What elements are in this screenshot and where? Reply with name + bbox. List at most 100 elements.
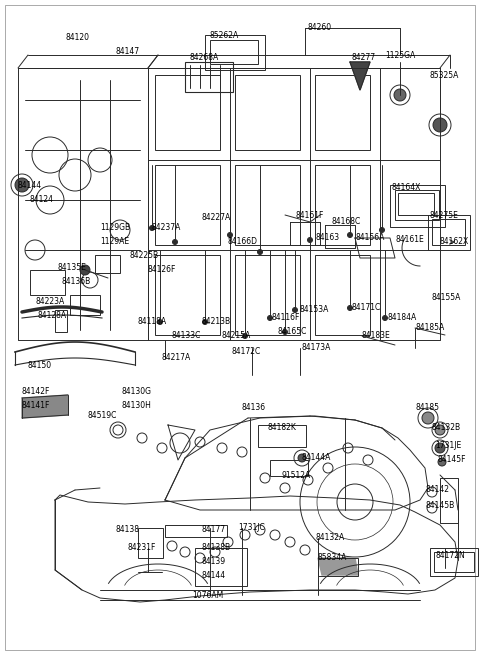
Text: 84225B: 84225B	[130, 250, 159, 259]
Bar	[95, 255, 120, 273]
Text: 84118A: 84118A	[138, 318, 167, 326]
Circle shape	[435, 425, 445, 435]
Text: 84268A: 84268A	[190, 54, 219, 62]
Bar	[155, 165, 220, 245]
Text: 84124: 84124	[30, 195, 54, 204]
Text: 84155A: 84155A	[432, 293, 461, 303]
Bar	[70, 295, 100, 315]
Text: 84145F: 84145F	[438, 455, 467, 464]
Text: 84166D: 84166D	[228, 238, 258, 246]
Circle shape	[203, 320, 207, 324]
Bar	[270, 460, 308, 476]
Text: 84231F: 84231F	[128, 544, 156, 553]
Circle shape	[292, 307, 298, 312]
Bar	[432, 219, 465, 245]
Circle shape	[172, 240, 178, 244]
Text: 84139: 84139	[202, 557, 226, 567]
Text: 84135E: 84135E	[58, 263, 87, 272]
Text: 84132B: 84132B	[432, 424, 461, 432]
Text: 84227A: 84227A	[202, 214, 231, 223]
Circle shape	[228, 233, 232, 238]
Bar	[390, 185, 445, 227]
Text: 84120: 84120	[65, 33, 89, 43]
Text: 84147: 84147	[115, 48, 139, 56]
Circle shape	[383, 316, 387, 320]
Text: 84136: 84136	[242, 403, 266, 413]
Bar	[315, 165, 370, 245]
Text: 84164X: 84164X	[392, 183, 421, 193]
Text: 84183E: 84183E	[362, 331, 391, 341]
Text: 1125GA: 1125GA	[385, 50, 415, 60]
Text: 84163: 84163	[315, 233, 339, 242]
Text: 84275E: 84275E	[430, 210, 459, 219]
Text: 84116F: 84116F	[272, 314, 300, 322]
Circle shape	[283, 329, 288, 335]
Text: 84172N: 84172N	[435, 550, 465, 559]
Text: 84138: 84138	[115, 525, 139, 534]
Text: 84213B: 84213B	[202, 318, 231, 326]
Text: 84144A: 84144A	[302, 453, 331, 462]
Circle shape	[433, 118, 447, 132]
Circle shape	[80, 265, 90, 275]
Circle shape	[298, 454, 306, 462]
Text: 84237A: 84237A	[152, 223, 181, 233]
Circle shape	[348, 305, 352, 310]
Circle shape	[157, 320, 163, 324]
Text: 84130H: 84130H	[122, 402, 152, 411]
Bar	[440, 478, 458, 523]
Text: 85262A: 85262A	[210, 31, 239, 39]
Bar	[235, 255, 300, 335]
Bar	[395, 190, 439, 220]
Text: 84184A: 84184A	[388, 314, 417, 322]
Text: 1731JE: 1731JE	[435, 441, 461, 449]
Text: 85834A: 85834A	[318, 553, 348, 563]
Text: 84142: 84142	[425, 485, 449, 495]
Circle shape	[242, 333, 248, 339]
Text: 84141F: 84141F	[22, 402, 50, 411]
Text: 84142F: 84142F	[22, 388, 50, 396]
Text: 84136B: 84136B	[62, 278, 91, 286]
Circle shape	[257, 250, 263, 255]
Bar	[430, 548, 478, 576]
Text: 84156A: 84156A	[355, 233, 384, 242]
Text: 84144: 84144	[202, 572, 226, 580]
Circle shape	[267, 316, 273, 320]
Text: 84182K: 84182K	[268, 424, 297, 432]
Polygon shape	[22, 395, 68, 418]
Circle shape	[380, 227, 384, 233]
Bar	[195, 548, 247, 586]
Text: 84217A: 84217A	[162, 354, 191, 362]
Bar	[30, 270, 65, 295]
Bar	[315, 75, 370, 150]
Circle shape	[149, 225, 155, 231]
Bar	[318, 558, 358, 576]
Text: 91512A: 91512A	[282, 470, 311, 479]
Text: 84173A: 84173A	[302, 343, 331, 352]
Text: 84165C: 84165C	[278, 328, 307, 337]
Text: 1129AE: 1129AE	[100, 238, 129, 246]
Text: 84185: 84185	[415, 403, 439, 413]
Bar	[258, 425, 306, 447]
Circle shape	[394, 89, 406, 101]
Bar	[315, 255, 370, 335]
Bar	[210, 40, 258, 64]
Circle shape	[435, 443, 445, 453]
Circle shape	[422, 412, 434, 424]
Bar	[185, 62, 233, 92]
Bar	[138, 528, 163, 558]
Text: 84126F: 84126F	[148, 265, 176, 274]
Polygon shape	[318, 558, 358, 575]
Text: 84153A: 84153A	[300, 305, 329, 314]
Text: 84133C: 84133C	[172, 331, 202, 339]
Bar	[428, 215, 470, 250]
Text: 84215A: 84215A	[222, 331, 251, 341]
Bar	[398, 193, 434, 215]
Text: 84277: 84277	[352, 54, 376, 62]
Text: 84171C: 84171C	[352, 303, 381, 312]
Text: 84144: 84144	[18, 181, 42, 189]
Text: 1731JC: 1731JC	[238, 523, 265, 533]
Text: 84185A: 84185A	[415, 324, 444, 333]
Bar	[155, 255, 220, 335]
Text: 84172C: 84172C	[232, 348, 261, 356]
Text: 84145B: 84145B	[425, 500, 454, 510]
